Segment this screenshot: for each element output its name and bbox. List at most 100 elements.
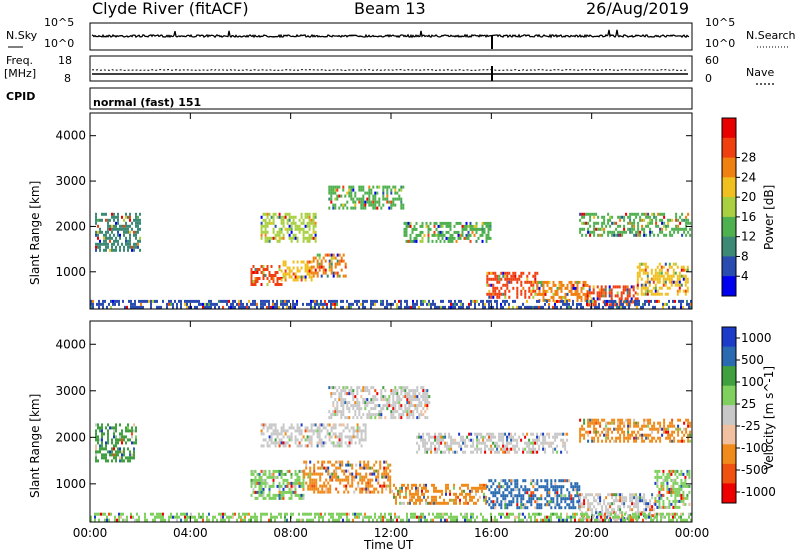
velocity-echo-cell	[671, 418, 674, 422]
velocity-echo-cell	[274, 444, 277, 448]
velocity-echo-cell	[454, 450, 457, 454]
velocity-echo-cell	[135, 426, 137, 430]
power-echo-cell	[458, 299, 460, 303]
power-echo-cell	[262, 224, 265, 228]
velocity-echo-cell	[307, 484, 310, 488]
velocity-echo-cell	[272, 423, 275, 427]
power-echo-cell	[558, 280, 561, 284]
velocity-echo-cell	[298, 441, 301, 445]
power-echo-cell	[280, 269, 283, 273]
velocity-echo-cell	[534, 500, 537, 504]
velocity-echo-cell	[362, 413, 365, 417]
velocity-echo-cell	[538, 485, 541, 489]
power-echo-cell	[250, 302, 252, 306]
velocity-echo-cell	[455, 492, 457, 496]
power-echo-cell	[414, 305, 416, 309]
velocity-echo-cell	[105, 444, 107, 448]
power-echo-cell	[484, 302, 486, 306]
velocity-echo-cell	[506, 506, 509, 510]
power-echo-cell	[206, 302, 208, 306]
velocity-echo-cell	[572, 500, 575, 504]
power-echo-cell	[462, 305, 464, 309]
velocity-echo-cell	[296, 475, 299, 479]
power-echo-cell	[633, 227, 636, 231]
velocity-echo-cell	[335, 487, 338, 491]
velocity-echo-cell	[673, 439, 676, 443]
power-heatmap	[90, 185, 692, 309]
velocity-echo-cell	[370, 413, 373, 417]
power-echo-cell	[421, 224, 424, 228]
power-echo-cell	[405, 230, 408, 234]
velocity-echo-cell	[490, 506, 493, 510]
velocity-echo-cell	[323, 481, 326, 485]
velocity-echo-cell	[504, 497, 507, 501]
velocity-echo-cell	[288, 435, 291, 439]
velocity-echo-cell	[433, 483, 435, 487]
velocity-echo-cell	[572, 512, 574, 516]
velocity-echo-cell	[340, 413, 343, 417]
velocity-echo-cell	[666, 472, 669, 476]
velocity-echo-cell	[579, 505, 582, 509]
velocity-echo-cell	[548, 518, 550, 522]
power-echo-cell	[204, 305, 206, 309]
power-colorbar-swatch	[722, 157, 736, 178]
velocity-echo-cell	[478, 447, 481, 451]
velocity-echo-cell	[680, 493, 683, 497]
power-echo-cell	[607, 212, 610, 216]
velocity-echo-cell	[420, 401, 423, 405]
power-echo-cell	[485, 224, 488, 228]
power-echo-cell	[489, 224, 492, 228]
power-echo-cell	[260, 271, 263, 274]
velocity-echo-cell	[345, 478, 348, 482]
velocity-echo-cell	[238, 512, 240, 516]
power-echo-cell	[392, 302, 394, 306]
velocity-echo-cell	[384, 398, 387, 402]
power-echo-cell	[558, 286, 561, 290]
power-echo-cell	[655, 218, 658, 222]
velocity-echo-cell	[328, 410, 331, 414]
velocity-echo-cell	[532, 512, 534, 516]
velocity-echo-cell	[262, 472, 265, 476]
velocity-echo-cell	[360, 429, 363, 433]
velocity-echo-cell	[354, 435, 357, 439]
velocity-echo-cell	[524, 515, 526, 519]
power-echo-cell	[123, 227, 125, 231]
power-echo-cell	[407, 221, 410, 225]
velocity-echo-cell	[465, 501, 467, 505]
velocity-echo-cell	[504, 494, 507, 498]
power-echo-cell	[260, 299, 262, 303]
velocity-echo-cell	[669, 439, 672, 443]
velocity-echo-cell	[129, 459, 131, 463]
power-echo-cell	[556, 286, 559, 290]
velocity-echo-cell	[651, 436, 654, 440]
velocity-echo-cell	[514, 450, 517, 454]
velocity-echo-cell	[485, 498, 487, 502]
power-echo-cell	[490, 295, 493, 299]
power-echo-cell	[601, 224, 604, 228]
velocity-echo-cell	[296, 429, 299, 433]
power-echo-cell	[370, 203, 373, 207]
power-echo-cell	[673, 227, 676, 231]
velocity-echo-cell	[643, 424, 646, 428]
power-echo-cell	[488, 299, 490, 303]
velocity-echo-cell	[504, 482, 507, 486]
velocity-echo-cell	[441, 492, 443, 496]
velocity-echo-cell	[572, 503, 575, 507]
power-echo-cell	[570, 283, 573, 287]
power-echo-cell	[586, 283, 589, 287]
velocity-echo-cell	[356, 512, 358, 516]
velocity-echo-cell	[174, 515, 176, 519]
velocity-echo-cell	[496, 450, 499, 454]
velocity-echo-cell	[369, 484, 372, 488]
velocity-echo-cell	[430, 444, 433, 448]
velocity-echo-cell	[362, 423, 365, 427]
power-echo-cell	[566, 302, 568, 306]
velocity-echo-cell	[510, 512, 512, 516]
power-echo-cell	[354, 299, 356, 303]
power-echo-cell	[411, 230, 414, 234]
power-echo-cell	[264, 233, 267, 237]
velocity-echo-cell	[186, 512, 188, 516]
power-echo-cell	[487, 233, 490, 237]
power-echo-cell	[656, 265, 659, 269]
power-echo-cell	[637, 221, 640, 225]
